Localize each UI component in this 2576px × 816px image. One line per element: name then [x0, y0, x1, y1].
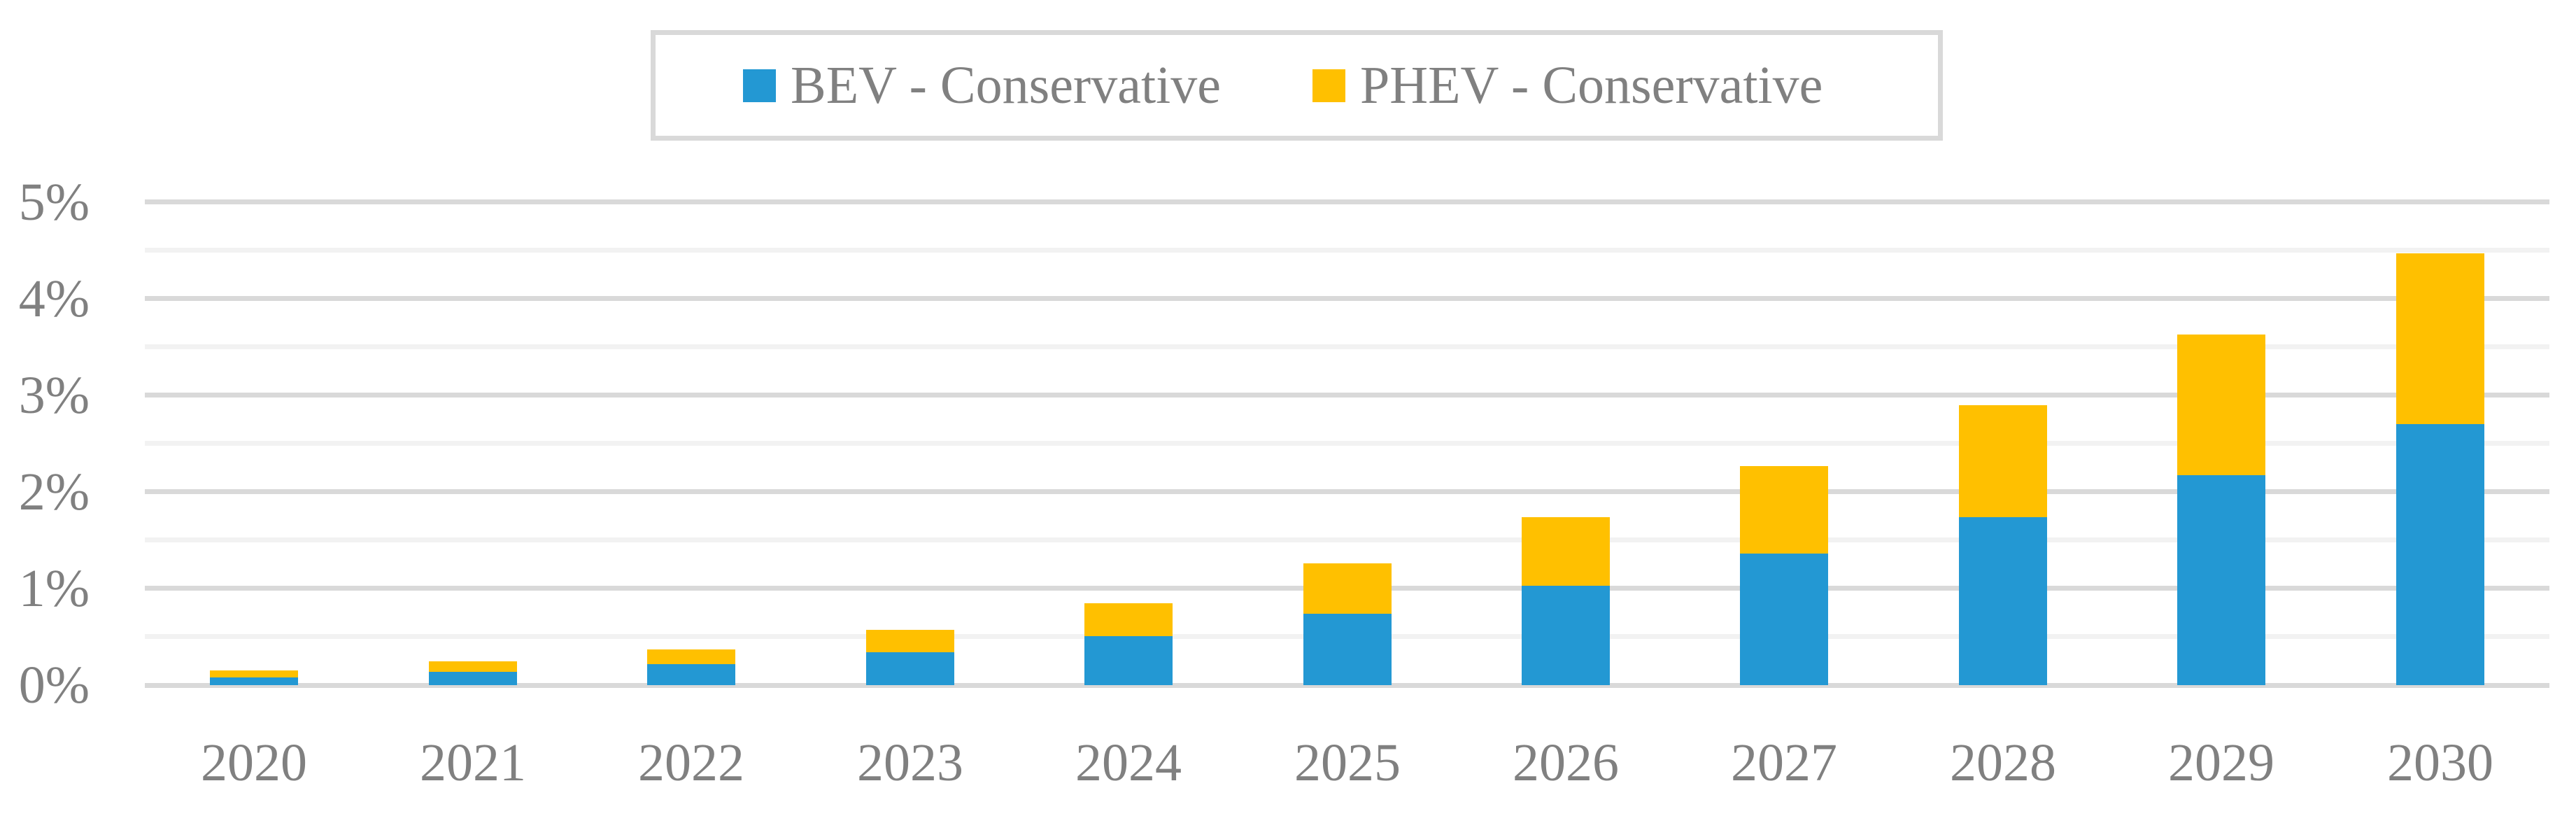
chart-legend: BEV - Conservative PHEV - Conservative: [651, 30, 1943, 141]
gridline-minor-1.5pct: [145, 537, 2549, 542]
bar-bev-2023: [866, 652, 954, 685]
bar-phev-2020: [210, 670, 298, 677]
bar-bev-2030: [2396, 424, 2484, 685]
x-axis-tick-2021: 2021: [420, 733, 526, 792]
bar-bev-2029: [2177, 475, 2265, 685]
gridline-major-5pct: [145, 199, 2549, 204]
gridline-minor-4.5pct: [145, 248, 2549, 253]
y-axis-tick-3pct: 3%: [18, 366, 90, 425]
gridline-major-2pct: [145, 489, 2549, 494]
bar-bev-2022: [647, 663, 735, 685]
bar-bev-2021: [429, 671, 517, 685]
bar-bev-2025: [1303, 613, 1392, 685]
x-axis-tick-2028: 2028: [1950, 733, 2056, 792]
bar-bev-2028: [1959, 516, 2047, 685]
phev-legend-label: PHEV - Conservative: [1359, 55, 1823, 115]
y-axis-tick-0pct: 0%: [18, 656, 90, 715]
x-axis-tick-2022: 2022: [638, 733, 744, 792]
gridline-major-0pct: [145, 683, 2549, 688]
y-axis-tick-4pct: 4%: [18, 269, 90, 328]
x-axis-tick-2030: 2030: [2387, 733, 2493, 792]
y-axis-tick-5pct: 5%: [18, 173, 90, 232]
bar-bev-2026: [1522, 585, 1610, 685]
gridline-minor-3.5pct: [145, 344, 2549, 349]
x-axis-tick-2025: 2025: [1294, 733, 1401, 792]
legend-entry-phev: PHEV - Conservative: [1312, 55, 1823, 116]
gridline-minor-2.5pct: [145, 441, 2549, 446]
bar-phev-2026: [1522, 516, 1610, 586]
bar-phev-2028: [1959, 405, 2047, 517]
bar-phev-2023: [866, 630, 954, 653]
bar-phev-2024: [1084, 603, 1173, 636]
gridline-major-3pct: [145, 393, 2549, 398]
bev-legend-label: BEV - Conservative: [791, 55, 1221, 115]
bar-phev-2025: [1303, 563, 1392, 614]
bar-phev-2022: [647, 649, 735, 664]
bar-bev-2020: [210, 677, 298, 685]
bar-phev-2029: [2177, 334, 2265, 476]
phev-legend-swatch: [1312, 69, 1345, 102]
y-axis-tick-2pct: 2%: [18, 463, 90, 521]
x-axis-tick-2029: 2029: [2168, 733, 2274, 792]
x-axis-tick-2020: 2020: [201, 733, 307, 792]
gridline-major-4pct: [145, 296, 2549, 301]
x-axis-tick-2023: 2023: [857, 733, 963, 792]
bar-bev-2024: [1084, 635, 1173, 685]
y-axis-tick-1pct: 1%: [18, 559, 90, 618]
bar-phev-2021: [429, 661, 517, 672]
x-axis-tick-2027: 2027: [1731, 733, 1837, 792]
legend-entry-bev: BEV - Conservative: [743, 55, 1221, 116]
bar-phev-2027: [1740, 465, 1828, 554]
bar-bev-2027: [1740, 554, 1828, 685]
bar-phev-2030: [2396, 253, 2484, 425]
bev-legend-swatch: [743, 69, 776, 102]
x-axis-tick-2024: 2024: [1075, 733, 1182, 792]
x-axis-tick-2026: 2026: [1513, 733, 1619, 792]
